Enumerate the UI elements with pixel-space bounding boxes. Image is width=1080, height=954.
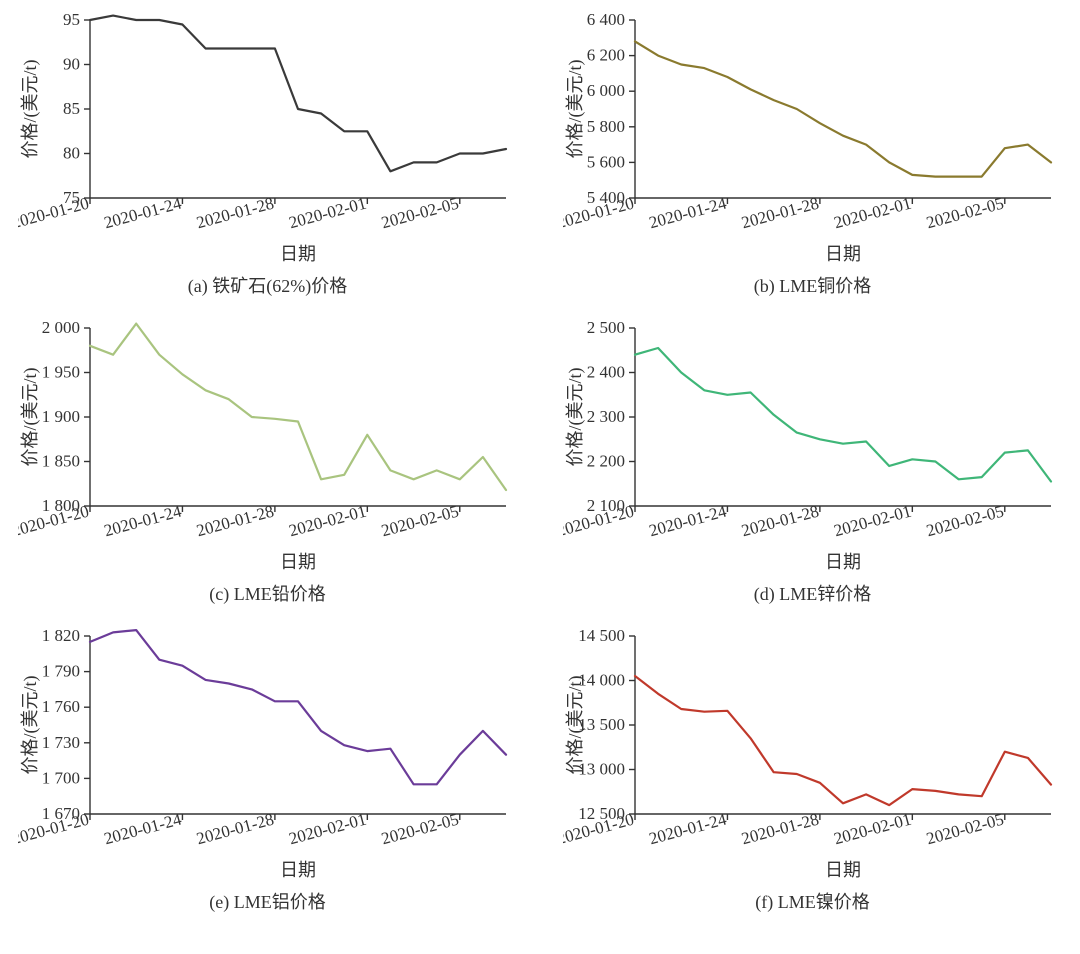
ytick-label: 14 000 — [578, 671, 625, 690]
y-axis-label: 价格/(美元/t) — [20, 60, 41, 159]
xtick-label: 2020-02-05 — [379, 194, 461, 233]
ytick-label: 5 800 — [586, 117, 624, 136]
xtick-label: 2020-01-28 — [739, 810, 821, 849]
xtick-label: 2020-01-28 — [194, 810, 276, 849]
xtick-label: 2020-01-24 — [646, 809, 728, 848]
data-line — [635, 348, 1051, 482]
xtick-label: 2020-02-01 — [286, 810, 368, 849]
ytick-label: 85 — [63, 99, 80, 118]
y-axis-label: 价格/(美元/t) — [565, 60, 586, 159]
ytick-label: 80 — [63, 144, 80, 163]
x-axis-label: 日期 — [280, 244, 316, 264]
panel-caption: (d) LME锌价格 — [754, 580, 871, 606]
panel-a: 75808590952020-01-202020-01-242020-01-28… — [10, 10, 525, 298]
ytick-label: 1 950 — [41, 363, 79, 382]
xtick-label: 2020-02-05 — [924, 194, 1006, 233]
x-axis-label: 日期 — [825, 860, 861, 880]
ytick-label: 1 850 — [41, 452, 79, 471]
x-axis-label: 日期 — [825, 244, 861, 264]
chart-b: 5 4005 6005 8006 0006 2006 4002020-01-20… — [563, 10, 1063, 270]
ytick-label: 1 790 — [41, 662, 79, 681]
chart-grid: 75808590952020-01-202020-01-242020-01-28… — [10, 10, 1070, 914]
panel-caption: (a) 铁矿石(62%)价格 — [188, 272, 347, 298]
ytick-label: 5 600 — [586, 152, 624, 171]
xtick-label: 2020-01-28 — [739, 502, 821, 541]
ytick-label: 95 — [63, 10, 80, 29]
ytick-label: 2 000 — [41, 318, 79, 337]
y-axis-label: 价格/(美元/t) — [565, 676, 586, 775]
x-axis-label: 日期 — [280, 552, 316, 572]
chart-d: 2 1002 2002 3002 4002 5002020-01-202020-… — [563, 318, 1063, 578]
xtick-label: 2020-01-24 — [101, 193, 183, 232]
ytick-label: 14 500 — [578, 626, 625, 645]
ytick-label: 2 500 — [586, 318, 624, 337]
x-axis-label: 日期 — [280, 860, 316, 880]
panel-f: 12 50013 00013 50014 00014 5002020-01-20… — [555, 626, 1070, 914]
ytick-label: 1 820 — [41, 626, 79, 645]
ytick-label: 2 300 — [586, 407, 624, 426]
panel-c: 1 8001 8501 9001 9502 0002020-01-202020-… — [10, 318, 525, 606]
y-axis-label: 价格/(美元/t) — [20, 368, 41, 467]
chart-e: 1 6701 7001 7301 7601 7901 8202020-01-20… — [18, 626, 518, 886]
ytick-label: 90 — [63, 55, 80, 74]
xtick-label: 2020-01-20 — [18, 194, 91, 233]
xtick-label: 2020-01-24 — [646, 193, 728, 232]
x-axis-label: 日期 — [825, 552, 861, 572]
chart-a: 75808590952020-01-202020-01-242020-01-28… — [18, 10, 518, 270]
panel-caption: (f) LME镍价格 — [755, 888, 869, 914]
y-axis-label: 价格/(美元/t) — [20, 676, 41, 775]
chart-f: 12 50013 00013 50014 00014 5002020-01-20… — [563, 626, 1063, 886]
ytick-label: 6 400 — [586, 10, 624, 29]
xtick-label: 2020-02-01 — [831, 502, 913, 541]
panel-caption: (e) LME铝价格 — [209, 888, 325, 914]
xtick-label: 2020-02-01 — [831, 194, 913, 233]
xtick-label: 2020-02-05 — [924, 502, 1006, 541]
y-axis-label: 价格/(美元/t) — [565, 368, 586, 467]
ytick-label: 1 730 — [41, 733, 79, 752]
ytick-label: 2 200 — [586, 452, 624, 471]
xtick-label: 2020-01-24 — [101, 501, 183, 540]
ytick-label: 1 700 — [41, 768, 79, 787]
xtick-label: 2020-01-24 — [101, 809, 183, 848]
xtick-label: 2020-02-01 — [831, 810, 913, 849]
data-line — [90, 630, 506, 784]
xtick-label: 2020-02-05 — [379, 810, 461, 849]
data-line — [90, 324, 506, 490]
ytick-label: 13 500 — [578, 715, 625, 734]
panel-d: 2 1002 2002 3002 4002 5002020-01-202020-… — [555, 318, 1070, 606]
xtick-label: 2020-01-28 — [739, 194, 821, 233]
panel-b: 5 4005 6005 8006 0006 2006 4002020-01-20… — [555, 10, 1070, 298]
xtick-label: 2020-01-28 — [194, 194, 276, 233]
chart-c: 1 8001 8501 9001 9502 0002020-01-202020-… — [18, 318, 518, 578]
ytick-label: 6 000 — [586, 81, 624, 100]
data-line — [635, 676, 1051, 805]
data-line — [635, 41, 1051, 176]
xtick-label: 2020-02-05 — [379, 502, 461, 541]
xtick-label: 2020-02-01 — [286, 502, 368, 541]
data-line — [90, 16, 506, 172]
xtick-label: 2020-01-24 — [646, 501, 728, 540]
ytick-label: 1 760 — [41, 697, 79, 716]
xtick-label: 2020-01-28 — [194, 502, 276, 541]
ytick-label: 1 900 — [41, 407, 79, 426]
ytick-label: 2 400 — [586, 363, 624, 382]
panel-caption: (c) LME铅价格 — [209, 580, 325, 606]
panel-caption: (b) LME铜价格 — [754, 272, 871, 298]
xtick-label: 2020-02-01 — [286, 194, 368, 233]
ytick-label: 13 000 — [578, 760, 625, 779]
panel-e: 1 6701 7001 7301 7601 7901 8202020-01-20… — [10, 626, 525, 914]
ytick-label: 6 200 — [586, 46, 624, 65]
xtick-label: 2020-02-05 — [924, 810, 1006, 849]
